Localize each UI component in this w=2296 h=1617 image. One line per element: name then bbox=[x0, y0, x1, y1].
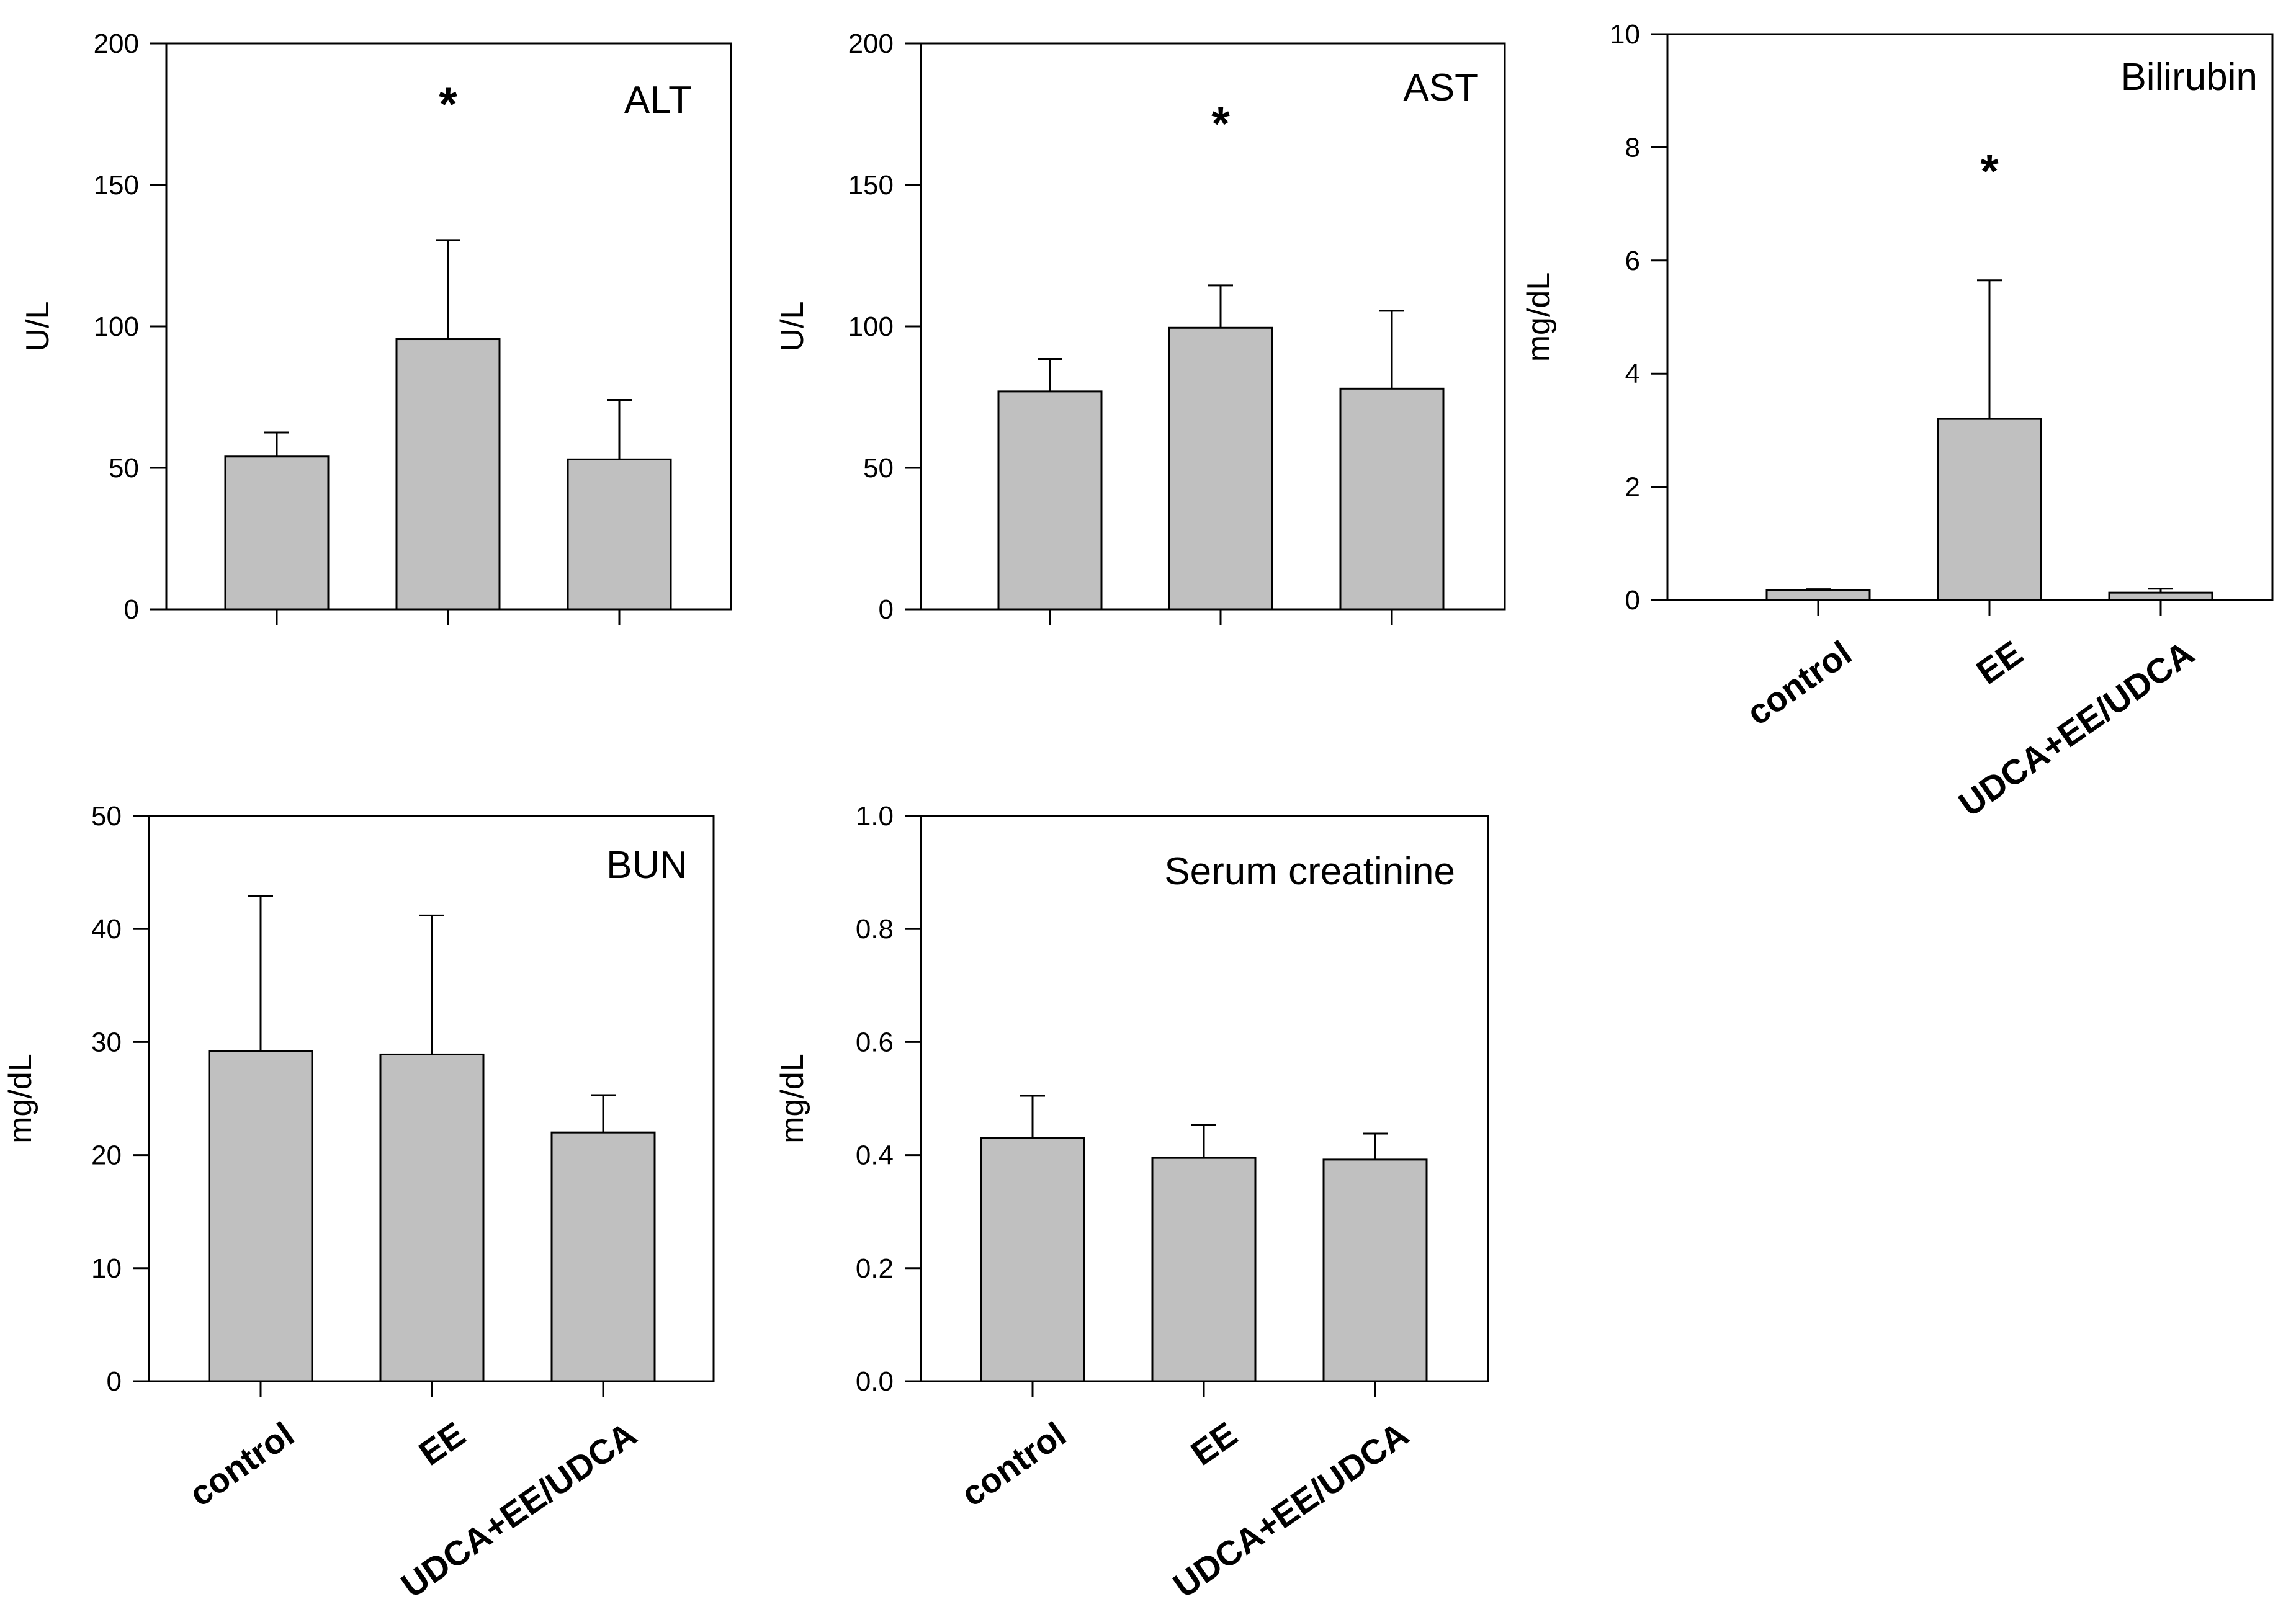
bar bbox=[997, 390, 1103, 611]
y-tick-label: 100 bbox=[848, 311, 894, 342]
y-axis-label: mg/dL bbox=[1521, 272, 1557, 362]
y-tick-label: 200 bbox=[94, 29, 139, 59]
significance-asterisk: * bbox=[1211, 98, 1230, 151]
category-label: control bbox=[954, 1414, 1073, 1513]
bar bbox=[1765, 589, 1871, 601]
y-tick-label: 0.8 bbox=[856, 914, 894, 944]
bar bbox=[2108, 591, 2213, 601]
y-tick-label: 10 bbox=[1610, 19, 1640, 50]
y-tick-label: 1.0 bbox=[856, 801, 894, 831]
bar bbox=[395, 338, 501, 611]
y-axis-label: mg/dL bbox=[774, 1054, 810, 1144]
y-axis-label: U/L bbox=[774, 302, 810, 352]
bar bbox=[224, 455, 330, 611]
bar bbox=[1339, 387, 1445, 611]
y-tick-label: 4 bbox=[1625, 359, 1640, 389]
y-tick-label: 40 bbox=[91, 914, 122, 944]
y-tick-label: 6 bbox=[1625, 246, 1640, 276]
y-tick-label: 0 bbox=[879, 594, 894, 625]
y-tick-label: 150 bbox=[848, 170, 894, 200]
y-tick-label: 0 bbox=[124, 594, 139, 625]
y-axis-label: U/L bbox=[20, 302, 56, 352]
y-tick-label: 100 bbox=[94, 311, 139, 342]
bar bbox=[980, 1137, 1085, 1382]
y-tick-label: 150 bbox=[94, 170, 139, 200]
bar bbox=[550, 1131, 656, 1382]
category-label: EE bbox=[412, 1414, 472, 1472]
y-tick-label: 20 bbox=[91, 1140, 122, 1171]
y-tick-label: 10 bbox=[91, 1253, 122, 1284]
panel-title: AST bbox=[1403, 66, 1478, 109]
y-tick-label: 200 bbox=[848, 29, 894, 59]
y-tick-label: 30 bbox=[91, 1027, 122, 1057]
y-tick-label: 0.6 bbox=[856, 1027, 894, 1057]
bar bbox=[1322, 1158, 1428, 1382]
y-tick-label: 0.4 bbox=[856, 1140, 894, 1171]
y-tick-label: 50 bbox=[91, 801, 122, 831]
y-tick-label: 0 bbox=[107, 1366, 122, 1397]
y-tick-label: 50 bbox=[109, 453, 139, 483]
y-tick-label: 8 bbox=[1625, 132, 1640, 163]
panel-title: BUN bbox=[606, 844, 688, 887]
bar bbox=[1937, 418, 2042, 601]
y-tick-label: 0.2 bbox=[856, 1253, 894, 1284]
category-label: control bbox=[1739, 633, 1859, 732]
category-label: EE bbox=[1970, 633, 2030, 691]
category-label: control bbox=[182, 1414, 301, 1513]
category-label: EE bbox=[1184, 1414, 1244, 1472]
creatinine-panel: 0.0 0.2 0.4 0.6 0.8 1.0 mg/dL Serum creatinine c… bbox=[774, 801, 1489, 1605]
bar bbox=[379, 1053, 485, 1382]
y-tick-label: 50 bbox=[863, 453, 894, 483]
ast-panel: 0 50 100 150 200 U/L AST * bbox=[774, 29, 1506, 625]
panel-title: Bilirubin bbox=[2120, 56, 2258, 99]
significance-asterisk: * bbox=[1980, 145, 1999, 198]
panel-title: ALT bbox=[624, 79, 692, 122]
significance-asterisk: * bbox=[439, 78, 457, 131]
y-axis-label: mg/dL bbox=[2, 1054, 38, 1144]
alt-panel: 0 50 100 150 200 U/L ALT * bbox=[20, 29, 732, 625]
y-tick-label: 0.0 bbox=[856, 1366, 894, 1397]
panel-title: Serum creatinine bbox=[1164, 850, 1455, 893]
bar bbox=[567, 458, 672, 611]
y-tick-label: 0 bbox=[1625, 585, 1640, 616]
y-tick-label: 2 bbox=[1625, 472, 1640, 503]
bar bbox=[1168, 326, 1273, 611]
bar bbox=[208, 1050, 313, 1382]
bar bbox=[1151, 1157, 1257, 1382]
